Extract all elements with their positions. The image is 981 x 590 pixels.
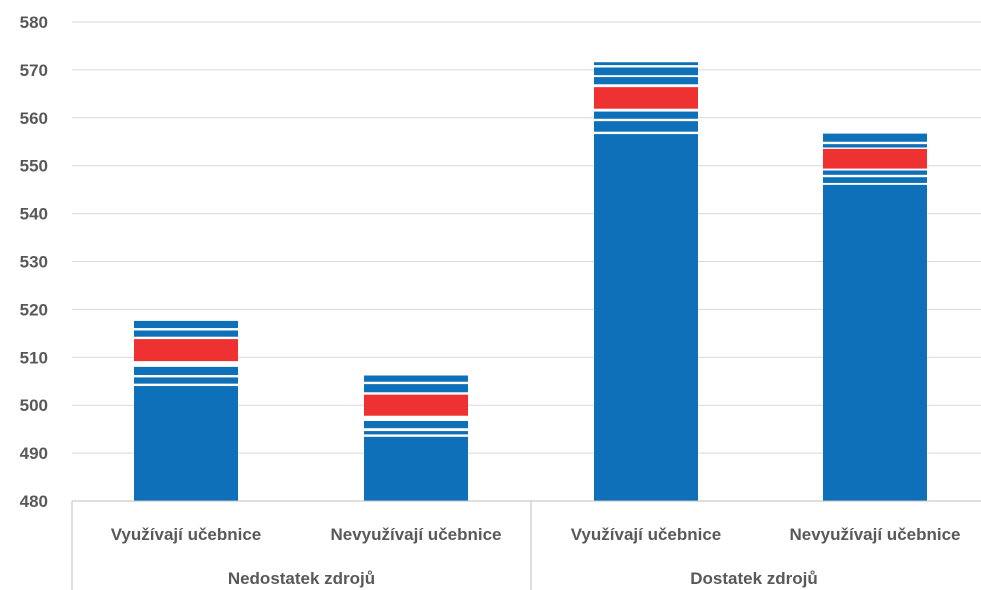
bar-band-highlight: [364, 394, 468, 416]
bar-band: [823, 144, 927, 148]
x-category-label: Nevyužívají učebnice: [330, 525, 501, 544]
bar-band: [594, 62, 698, 66]
y-tick-label: 480: [20, 492, 48, 511]
bar-band: [134, 320, 238, 329]
bar-band: [364, 431, 468, 435]
bar-base: [364, 436, 468, 501]
x-group-label: Nedostatek zdrojů: [228, 569, 375, 588]
x-group-label: Dostatek zdrojů: [690, 569, 818, 588]
bar-band: [134, 330, 238, 337]
bar-base: [823, 184, 927, 502]
y-tick-label: 570: [20, 61, 48, 80]
bar-band: [594, 121, 698, 132]
bar-band-highlight: [823, 148, 927, 169]
bar-band: [134, 366, 238, 376]
bar-band: [823, 177, 927, 183]
bar-band: [364, 375, 468, 382]
y-tick-label: 520: [20, 300, 48, 319]
y-tick-label: 500: [20, 396, 48, 415]
x-category-label: Využívají učebnice: [111, 525, 262, 544]
y-tick-label: 530: [20, 253, 48, 272]
bar-band: [364, 384, 468, 393]
x-category-label: Využívají učebnice: [571, 525, 722, 544]
y-tick-label: 580: [20, 13, 48, 32]
y-tick-label: 540: [20, 205, 48, 224]
bar-band: [364, 421, 468, 429]
bar-band: [594, 111, 698, 119]
bar-band-highlight: [594, 87, 698, 109]
bar-band: [594, 77, 698, 85]
bar-base: [594, 134, 698, 501]
y-tick-label: 510: [20, 348, 48, 367]
bar-band: [823, 133, 927, 142]
bar-band: [594, 67, 698, 76]
bar-band-highlight: [134, 339, 238, 362]
y-tick-label: 560: [20, 109, 48, 128]
x-category-label: Nevyužívají učebnice: [789, 525, 960, 544]
y-tick-label: 490: [20, 444, 48, 463]
bar-base: [134, 386, 238, 501]
bar-band: [823, 170, 927, 175]
y-tick-label: 550: [20, 157, 48, 176]
bar-band: [134, 377, 238, 384]
